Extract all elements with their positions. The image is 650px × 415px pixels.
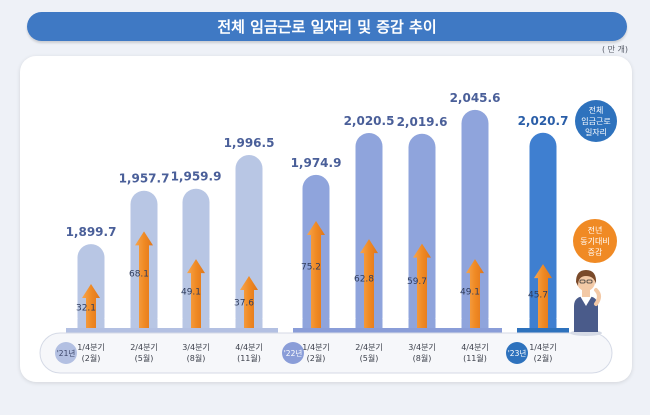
change-value-label: 49.1 [460, 287, 480, 297]
year-badge [282, 342, 304, 364]
change-value-label: 59.7 [407, 277, 427, 287]
chart-title: 전체 임금근로 일자리 및 증감 추이 [27, 12, 627, 41]
change-arrow [82, 284, 100, 331]
year-badge-label: '23년 [508, 348, 527, 358]
category-sub-label: (5월) [135, 353, 154, 363]
category-sub-label: (5월) [360, 353, 379, 363]
total-bar [529, 132, 557, 331]
category-label: 1/4분기 [77, 343, 105, 352]
change-value-label: 68.1 [129, 269, 149, 279]
total-value-label: 1,959.9 [171, 170, 222, 184]
change-value-label: 49.1 [181, 287, 201, 297]
axis-strip-2022 [293, 328, 502, 334]
category-label: 4/4분기 [461, 343, 489, 352]
figure-neck [582, 290, 590, 297]
change-arrow [466, 259, 484, 331]
category-sub-label: (8월) [413, 353, 432, 363]
change-callout-text: 전년 동기대비 증감 [580, 225, 610, 257]
total-value-label: 2,045.6 [450, 91, 501, 105]
presenter-figure [570, 270, 602, 336]
change-value-label: 32.1 [76, 303, 96, 313]
category-label: 3/4분기 [408, 343, 436, 352]
change-value-label: 62.8 [354, 274, 374, 284]
change-value-label: 75.2 [301, 263, 321, 273]
category-sub-label: (11월) [463, 353, 487, 363]
category-sub-label: (2월) [534, 353, 553, 363]
total-value-label: 2,020.7 [518, 114, 569, 128]
category-sub-label: (2월) [82, 353, 101, 363]
total-value-label: 2,019.6 [397, 115, 448, 129]
category-sub-label: (2월) [307, 353, 326, 363]
category-label: 4/4분기 [235, 343, 263, 352]
category-label: 2/4분기 [355, 343, 383, 352]
figure-face [577, 273, 595, 291]
total-value-label: 1,996.5 [224, 136, 275, 150]
category-label: 2/4분기 [130, 343, 158, 352]
total-value-label: 1,974.9 [291, 156, 342, 170]
category-label: 3/4분기 [182, 343, 210, 352]
category-band [39, 332, 613, 374]
change-callout: 전년 동기대비 증감 [573, 219, 617, 263]
total-jobs-callout: 전체 임금근로 일자리 [575, 100, 617, 142]
total-bar [355, 132, 383, 331]
total-bar [408, 133, 436, 331]
year-badge-label: '21년 [57, 348, 76, 358]
category-label: 1/4분기 [529, 343, 557, 352]
change-arrow [240, 276, 258, 331]
total-value-label: 2,020.5 [344, 114, 395, 128]
change-arrow [187, 259, 205, 331]
year-badge [506, 342, 528, 364]
change-arrow [413, 243, 431, 331]
category-sub-label: (8월) [187, 353, 206, 363]
figure-raised-arm [594, 288, 601, 306]
unit-label: ( 만 개) [601, 45, 628, 54]
total-value-label: 1,957.7 [119, 172, 170, 186]
change-value-label: 37.6 [234, 298, 254, 308]
year-badge-label: '22년 [284, 348, 303, 358]
total-bar [461, 109, 489, 332]
change-arrow [135, 231, 153, 331]
year-badge [55, 342, 77, 364]
figure-body [574, 296, 598, 332]
change-arrow [360, 239, 378, 331]
figure-glasses-right [586, 279, 593, 284]
change-arrow [307, 221, 325, 331]
category-sub-label: (11월) [237, 353, 261, 363]
total-jobs-callout-text: 전체 임금근로 일자리 [581, 105, 611, 137]
total-value-label: 1,899.7 [66, 225, 117, 239]
figure-hair [576, 270, 597, 286]
figure-collar [580, 296, 592, 306]
axis-strip-2023 [517, 328, 569, 334]
category-label: 1/4분기 [302, 343, 330, 352]
figure-glasses-left [579, 279, 586, 284]
axis-strip-2021 [66, 328, 278, 334]
change-arrow [534, 264, 552, 331]
change-value-label: 45.7 [528, 291, 548, 301]
